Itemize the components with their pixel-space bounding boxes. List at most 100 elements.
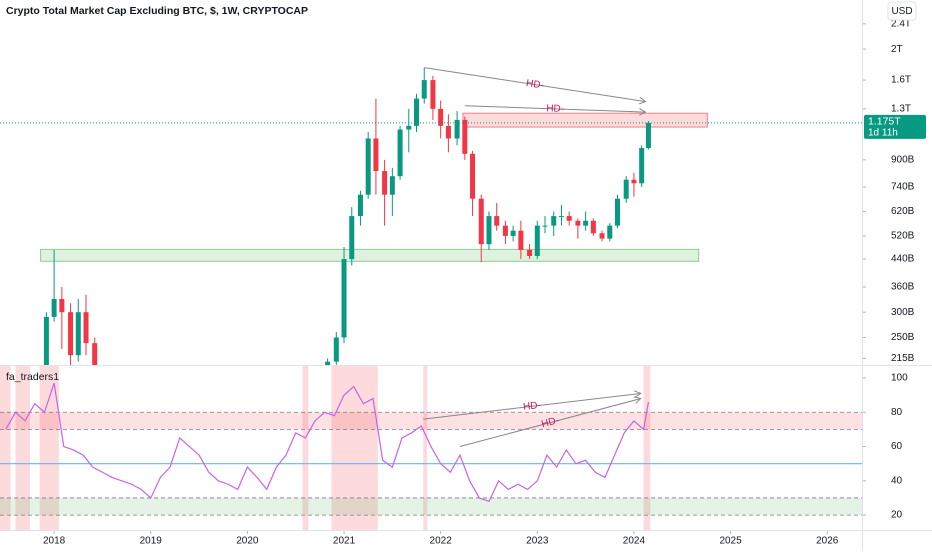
y-tick-label: 1.3T (891, 103, 911, 114)
price-pane: HD-HD- (0, 67, 862, 365)
oscillator-pane: HD- HD- (0, 366, 862, 530)
candle-body (645, 122, 651, 149)
arrow-head (634, 390, 642, 398)
y-tick-label: 20 (891, 510, 903, 521)
arrow-head (639, 108, 647, 116)
x-tick-label: 2025 (719, 536, 742, 547)
arrow-head (638, 96, 647, 105)
candle-body (59, 298, 65, 313)
candle-body (92, 343, 98, 365)
zone-box (462, 112, 708, 128)
candle-body (599, 233, 605, 239)
candle-body (542, 225, 548, 227)
divergence-label: HD- (540, 415, 560, 430)
y-tick-label: 2T (891, 44, 903, 55)
candle-body (445, 125, 451, 139)
candle-body (527, 249, 533, 256)
candle-body (454, 119, 460, 139)
y-tick-label: 620B (891, 206, 915, 217)
candle-body (357, 194, 363, 217)
candle-body (414, 98, 420, 126)
candle-body (566, 216, 572, 221)
candle-body (83, 312, 89, 344)
candle-body (494, 216, 500, 226)
divergence-line (459, 398, 641, 448)
candle-body (325, 361, 331, 365)
candle-body (341, 259, 347, 338)
candle-body (510, 230, 516, 236)
bar-countdown: 1d 11h (868, 128, 898, 139)
indicator-title: fa_traders1 (6, 371, 59, 383)
divergence-label: HD- (523, 400, 542, 413)
candle-body (639, 148, 645, 184)
divergence-line (424, 67, 646, 103)
y-tick-label: 40 (891, 475, 903, 486)
candle-body (590, 220, 596, 234)
signal-highlight (423, 366, 428, 530)
y-tick-label: 80 (891, 407, 903, 418)
y-tick-label: 250B (891, 332, 915, 343)
level-band (0, 412, 862, 430)
signal-highlight (15, 366, 30, 530)
signal-highlight (39, 366, 59, 530)
candle-body (51, 298, 57, 317)
axes: 215B 250B 300B 360B 440B 520B 620B 740B 900B 1.3T… (43, 18, 926, 547)
candle-body (502, 225, 508, 236)
signal-highlight (302, 366, 309, 530)
candle-body (389, 176, 395, 195)
y-tick-label: 740B (891, 182, 915, 193)
divergence-line (464, 105, 646, 113)
y-tick-label: 520B (891, 231, 915, 242)
y-tick-label: 215B (891, 353, 915, 364)
candle-body (558, 216, 564, 218)
x-tick-label: 2024 (623, 536, 646, 547)
y-tick-label: 360B (891, 282, 915, 293)
y-tick-label: 1.6T (891, 75, 911, 86)
candle-body (397, 129, 403, 177)
y-tick-label: 100 (891, 373, 908, 384)
last-price-label: 1.175T (868, 116, 901, 128)
candle-body (373, 138, 379, 172)
candle-body (430, 80, 436, 109)
signal-highlight (0, 366, 11, 530)
candle-body (75, 312, 81, 356)
level-band (0, 497, 862, 516)
oscillator-line (5, 382, 650, 503)
currency-label[interactable]: USD (891, 6, 912, 17)
candle-body (486, 216, 492, 245)
y-tick-label: 300B (891, 307, 915, 318)
divergence-label: HD- (546, 103, 564, 115)
signal-highlight (643, 366, 651, 530)
candle-body (534, 225, 540, 256)
y-tick-label: 60 (891, 441, 903, 452)
candle-body (68, 312, 74, 356)
candle-body (406, 125, 412, 130)
x-tick-label: 2018 (43, 536, 66, 547)
candle-body (462, 119, 468, 154)
zone-box (40, 248, 700, 262)
candle-body (631, 179, 637, 184)
x-tick-label: 2019 (140, 536, 163, 547)
chart-title: Crypto Total Market Cap Excluding BTC, $… (6, 5, 308, 17)
candle-body (421, 80, 427, 99)
x-tick-label: 2020 (236, 536, 259, 547)
divergence-label: HD- (525, 78, 544, 92)
candle-body (551, 216, 557, 226)
candle-body (365, 138, 371, 195)
y-tick-label: 440B (891, 254, 915, 265)
y-tick-label: 2.4T (891, 18, 911, 29)
candle-body (470, 153, 476, 199)
x-tick-label: 2023 (526, 536, 549, 547)
divergence-line (423, 392, 641, 420)
signal-highlight (331, 366, 378, 530)
last-price-box (864, 114, 926, 139)
currency-button[interactable] (887, 1, 917, 21)
candle-body (43, 316, 49, 365)
candle-body (623, 179, 629, 199)
arrow-head (633, 396, 642, 404)
y-tick-label: 900B (891, 154, 915, 165)
candle-body (607, 225, 613, 239)
